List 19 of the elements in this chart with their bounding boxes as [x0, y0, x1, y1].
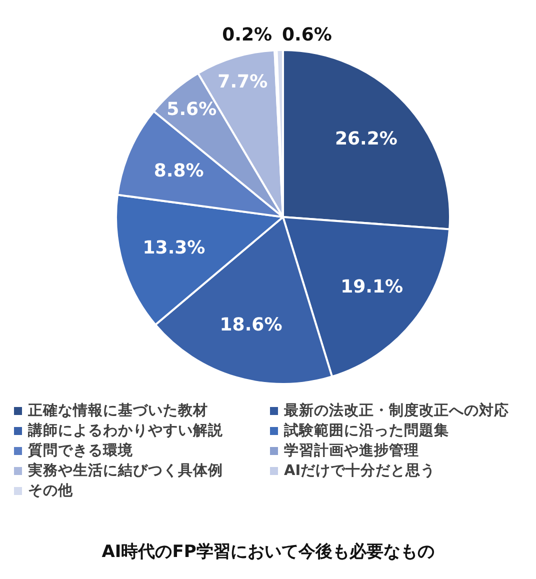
legend-label: 質問できる環境 — [28, 441, 133, 460]
data-label: 0.2% — [222, 24, 272, 46]
legend-label: 講師によるわかりやすい解説 — [28, 422, 223, 440]
legend-label: 試験範囲に沿った問題集 — [284, 422, 449, 440]
data-label: 0.6% — [282, 24, 332, 46]
data-label: 7.7% — [218, 71, 268, 92]
data-label: 5.6% — [166, 99, 217, 120]
legend-label: 学習計画や進捗管理 — [284, 442, 419, 460]
legend-label: 最新の法改正・制度改正への対応 — [284, 401, 509, 420]
legend-label: 実務や生活に結びつく具体例 — [28, 461, 223, 480]
legend-label: その他 — [28, 482, 73, 500]
text: AI時代のFP学習において今後も必要なもの — [100, 541, 436, 563]
legend-label: AIだけで十分だと思う — [284, 462, 436, 480]
data-label: 19.1% — [340, 276, 404, 298]
data-label: 13.3% — [142, 237, 206, 258]
data-label: 8.8% — [154, 160, 204, 182]
data-label: 18.6% — [220, 314, 282, 336]
data-label: 26.2% — [334, 128, 398, 150]
legend-label: 正確な情報に基づいた教材 — [28, 402, 208, 420]
